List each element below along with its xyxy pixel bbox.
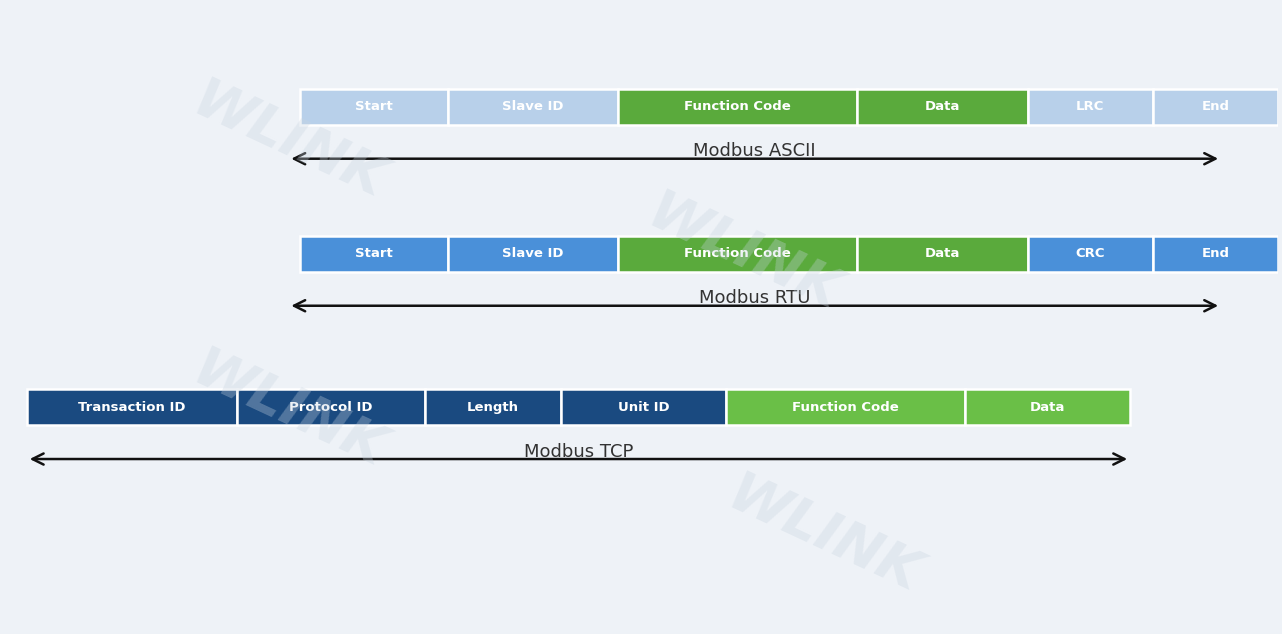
FancyBboxPatch shape xyxy=(562,389,727,425)
FancyBboxPatch shape xyxy=(424,389,562,425)
Text: WLINK: WLINK xyxy=(183,74,394,210)
FancyBboxPatch shape xyxy=(965,389,1129,425)
Text: Function Code: Function Code xyxy=(792,401,899,413)
FancyBboxPatch shape xyxy=(858,89,1028,125)
FancyBboxPatch shape xyxy=(618,236,858,272)
Text: WLINK: WLINK xyxy=(718,468,928,604)
FancyBboxPatch shape xyxy=(300,89,447,125)
FancyBboxPatch shape xyxy=(858,236,1028,272)
FancyBboxPatch shape xyxy=(300,236,447,272)
FancyBboxPatch shape xyxy=(447,236,618,272)
FancyBboxPatch shape xyxy=(1153,89,1278,125)
Text: End: End xyxy=(1201,100,1229,113)
FancyBboxPatch shape xyxy=(27,389,237,425)
Text: End: End xyxy=(1201,247,1229,261)
FancyBboxPatch shape xyxy=(618,89,858,125)
Text: Slave ID: Slave ID xyxy=(503,247,564,261)
Text: Modbus ASCII: Modbus ASCII xyxy=(694,142,817,160)
FancyBboxPatch shape xyxy=(727,389,965,425)
Text: Modbus TCP: Modbus TCP xyxy=(524,443,633,460)
Text: Function Code: Function Code xyxy=(685,100,791,113)
Text: Data: Data xyxy=(924,247,960,261)
Text: Function Code: Function Code xyxy=(685,247,791,261)
FancyBboxPatch shape xyxy=(1028,236,1153,272)
Text: Start: Start xyxy=(355,247,392,261)
FancyBboxPatch shape xyxy=(1153,236,1278,272)
Text: Data: Data xyxy=(1029,401,1065,413)
Text: Protocol ID: Protocol ID xyxy=(290,401,373,413)
Text: Data: Data xyxy=(924,100,960,113)
Text: Length: Length xyxy=(467,401,519,413)
FancyBboxPatch shape xyxy=(237,389,424,425)
Text: CRC: CRC xyxy=(1076,247,1105,261)
Text: Unit ID: Unit ID xyxy=(618,401,669,413)
Text: WLINK: WLINK xyxy=(183,343,394,479)
FancyBboxPatch shape xyxy=(447,89,618,125)
Text: Slave ID: Slave ID xyxy=(503,100,564,113)
Text: Start: Start xyxy=(355,100,392,113)
FancyBboxPatch shape xyxy=(1028,89,1153,125)
Text: Modbus RTU: Modbus RTU xyxy=(699,289,810,307)
Text: LRC: LRC xyxy=(1076,100,1104,113)
Text: WLINK: WLINK xyxy=(638,186,849,323)
Text: Transaction ID: Transaction ID xyxy=(78,401,186,413)
